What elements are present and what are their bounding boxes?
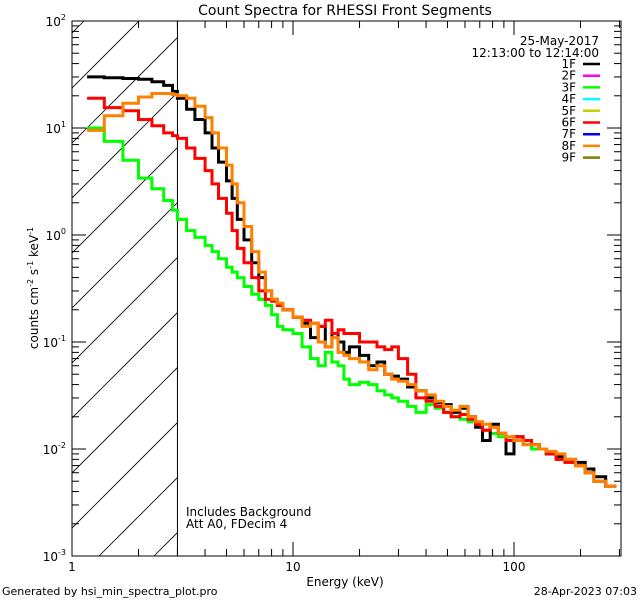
legend-item-8F: 8F [561, 139, 600, 153]
legend-label: 2F [561, 69, 576, 83]
x-tick-label: 100 [503, 560, 526, 574]
background-hatch-region [0, 21, 640, 556]
legend-item-3F: 3F [561, 80, 600, 94]
y-tick-label: 100 [46, 227, 66, 243]
x-tick-label: 1 [68, 560, 76, 574]
legend-label: 5F [561, 104, 576, 118]
y-axis-label: counts cm-2 s-1 keV-1 [26, 227, 41, 349]
hatch-line [0, 21, 29, 556]
legend-item-4F: 4F [561, 92, 600, 106]
chart-title: Count Spectra for RHESSI Front Segments [198, 3, 492, 19]
legend-label: 1F [561, 57, 576, 71]
legend-label: 8F [561, 139, 576, 153]
footer-generated-by: Generated by hsi_min_spectra_plot.pro [2, 585, 218, 598]
hatch-line [319, 21, 640, 556]
legend-label: 3F [561, 80, 576, 94]
annotation-attenuator: Att A0, FDecim 4 [186, 517, 287, 531]
hatch-line [72, 91, 178, 199]
series-line-3F [87, 126, 617, 488]
y-tick-label: 10-1 [43, 334, 66, 350]
annotation-background: Includes Background [186, 505, 311, 519]
legend-item-7F: 7F [561, 127, 600, 141]
hatch-line [72, 366, 178, 474]
series-line-6F [87, 96, 617, 488]
y-tick-label: 101 [46, 120, 66, 136]
legend-label: 6F [561, 116, 576, 130]
legend-date: 25-May-2017 [520, 34, 599, 48]
hatch-line [429, 21, 640, 556]
hatch-line [72, 311, 178, 419]
y-tick-label: 10-3 [43, 548, 66, 564]
series-line-1F [87, 75, 617, 488]
legend-item-5F: 5F [561, 104, 600, 118]
y-tick-label: 10-2 [43, 441, 66, 457]
legend-label: 9F [561, 151, 576, 165]
hatch-line [72, 21, 85, 34]
legend-item-6F: 6F [561, 116, 600, 130]
legend-item-1F: 1F [561, 57, 600, 71]
legend-label: 4F [561, 92, 576, 106]
hatch-line [72, 21, 140, 89]
hatch-line [72, 36, 178, 144]
hatch-line [72, 256, 178, 364]
hatch-line [72, 201, 178, 309]
plot-frame [71, 20, 622, 557]
series-line-8F [87, 92, 617, 488]
legend-label: 7F [561, 127, 576, 141]
y-tick-label: 102 [46, 13, 66, 29]
legend-item-9F: 9F [561, 151, 600, 165]
hatch-line [72, 421, 178, 529]
x-axis-label: Energy (keV) [306, 575, 383, 589]
x-tick-label: 10 [285, 560, 300, 574]
footer-timestamp: 28-Apr-2023 07:03 [534, 585, 637, 598]
hatch-line [98, 476, 178, 556]
hatch-line [264, 21, 640, 556]
legend-time-range: 12:13:00 to 12:14:00 [472, 46, 599, 60]
legend-item-2F: 2F [561, 69, 600, 83]
